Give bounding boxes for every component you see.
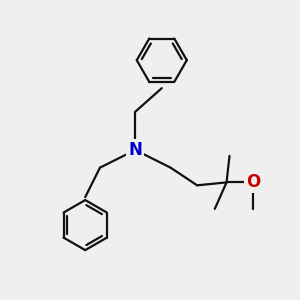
Text: O: O [246,173,260,191]
Text: N: N [128,141,142,159]
